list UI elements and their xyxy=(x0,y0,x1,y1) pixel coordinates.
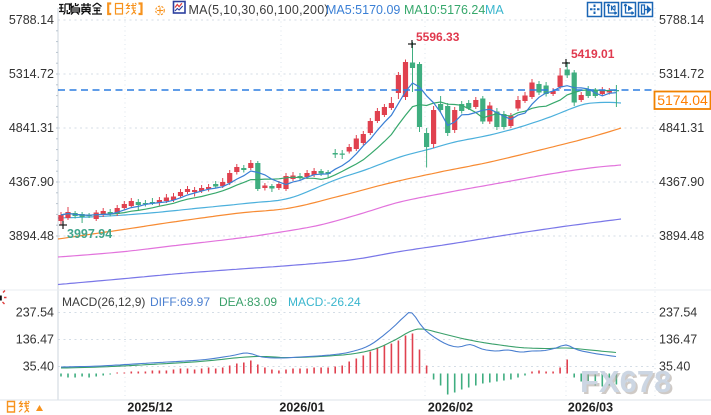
svg-text:4367.90: 4367.90 xyxy=(659,175,704,189)
svg-text:237.54: 237.54 xyxy=(659,306,697,320)
svg-text:3894.48: 3894.48 xyxy=(659,229,704,243)
svg-text:5314.72: 5314.72 xyxy=(9,67,54,81)
svg-text:5174.04: 5174.04 xyxy=(657,92,708,108)
svg-text:5788.14: 5788.14 xyxy=(659,13,704,27)
svg-text:3894.48: 3894.48 xyxy=(9,229,54,243)
svg-text:35.40: 35.40 xyxy=(659,360,690,374)
svg-text:MA5:5170.09: MA5:5170.09 xyxy=(326,3,400,17)
svg-text:5596.33: 5596.33 xyxy=(416,30,460,44)
svg-text:DEA:83.09: DEA:83.09 xyxy=(219,295,277,309)
svg-text:2025/12: 2025/12 xyxy=(127,401,172,415)
svg-text:DIFF:69.97: DIFF:69.97 xyxy=(150,295,210,309)
svg-text:4367.90: 4367.90 xyxy=(9,175,54,189)
svg-text:136.47: 136.47 xyxy=(16,333,54,347)
svg-text:3997.94: 3997.94 xyxy=(67,227,112,241)
svg-text:4841.31: 4841.31 xyxy=(9,121,54,135)
svg-text:MA10:5176.24: MA10:5176.24 xyxy=(404,3,485,17)
svg-text:MACD(26,12,9): MACD(26,12,9) xyxy=(62,295,145,309)
svg-text:5314.72: 5314.72 xyxy=(659,67,704,81)
svg-text:MA: MA xyxy=(485,3,504,17)
svg-text:35.40: 35.40 xyxy=(23,360,54,374)
svg-text:MA(5,10,30,60,100,200): MA(5,10,30,60,100,200) xyxy=(189,3,329,17)
svg-text:2026/03: 2026/03 xyxy=(568,401,613,415)
svg-text:FX678: FX678 xyxy=(582,366,673,401)
svg-text:5419.01: 5419.01 xyxy=(571,47,615,61)
svg-text:MACD:-26.24: MACD:-26.24 xyxy=(288,295,361,309)
svg-text:2026/02: 2026/02 xyxy=(428,401,473,415)
svg-text:237.54: 237.54 xyxy=(16,306,54,320)
svg-text:136.47: 136.47 xyxy=(659,333,697,347)
svg-text:FX678: FX678 xyxy=(580,364,671,399)
svg-text:5788.14: 5788.14 xyxy=(9,13,54,27)
svg-text:4841.31: 4841.31 xyxy=(659,121,704,135)
svg-text:2026/01: 2026/01 xyxy=(279,401,324,415)
